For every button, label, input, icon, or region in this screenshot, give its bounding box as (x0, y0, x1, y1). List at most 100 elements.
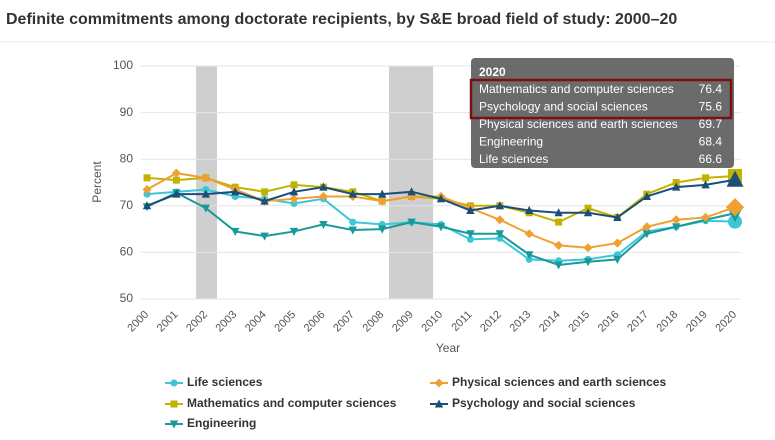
marker (672, 223, 681, 232)
x-tick-label: 2012 (478, 309, 504, 335)
x-tick-label: 2018 (655, 309, 681, 335)
marker (289, 194, 299, 204)
tooltip-value: 76.4 (699, 82, 723, 96)
marker (466, 205, 475, 214)
tooltip-label: Physical sciences and earth sciences (479, 117, 678, 131)
marker (170, 400, 178, 408)
y-tick-label: 80 (120, 151, 134, 165)
legend-label: Physical sciences and earth sciences (452, 375, 666, 389)
tooltip: 2020 Mathematics and computer sciences 76.… (469, 58, 734, 168)
marker (143, 174, 151, 182)
marker (495, 215, 505, 225)
marker (525, 255, 533, 263)
shaded-period (196, 66, 217, 299)
x-tick-label: 2013 (508, 309, 534, 335)
tooltip-label: Engineering (479, 135, 543, 149)
y-tick-label: 50 (120, 291, 134, 305)
chart-title: Definite commitments among doctorate rec… (6, 11, 677, 28)
marker (613, 212, 622, 221)
marker (613, 255, 622, 264)
marker (642, 222, 652, 232)
tooltip-box (471, 58, 734, 168)
x-tick-label: 2002 (184, 309, 210, 335)
marker (466, 235, 474, 243)
x-tick-label: 2003 (214, 309, 240, 335)
marker (466, 230, 475, 239)
marker (725, 198, 745, 217)
marker (348, 226, 357, 235)
tooltip-value: 68.4 (699, 135, 723, 149)
marker (261, 188, 269, 196)
marker (525, 205, 534, 214)
x-tick-label: 2016 (596, 309, 622, 335)
y-tick-label: 70 (120, 198, 134, 212)
marker (318, 191, 328, 202)
x-tick-label: 2014 (537, 309, 563, 335)
legend-label: Psychology and social sciences (452, 396, 636, 410)
marker (726, 170, 744, 187)
marker (202, 185, 210, 193)
marker (143, 190, 151, 198)
marker (702, 174, 710, 182)
marker (495, 201, 504, 210)
marker (555, 218, 563, 226)
marker (407, 218, 416, 227)
marker (319, 220, 328, 229)
marker (407, 191, 417, 202)
marker (170, 379, 178, 387)
marker (672, 182, 681, 191)
marker (231, 187, 240, 196)
marker (169, 420, 179, 429)
header (0, 0, 775, 42)
marker (583, 208, 593, 217)
legend-label: Life sciences (187, 375, 263, 389)
marker (348, 189, 357, 198)
marker (260, 196, 269, 205)
tooltip-value: 75.6 (699, 100, 723, 114)
tooltip-value: 66.6 (699, 152, 723, 166)
marker (436, 223, 446, 232)
marker (142, 184, 152, 195)
marker (642, 191, 651, 200)
marker (289, 227, 299, 236)
marker (612, 238, 622, 248)
x-tick-label: 2010 (419, 309, 445, 335)
marker (290, 199, 298, 207)
marker (142, 201, 152, 210)
y-tick-label: 100 (113, 58, 133, 72)
marker (584, 204, 592, 212)
y-tick-label: 60 (120, 245, 134, 259)
marker (201, 189, 210, 198)
marker (378, 189, 387, 198)
x-tick-label: 2020 (713, 309, 739, 335)
x-tick-label: 2009 (390, 309, 416, 335)
marker (701, 180, 710, 189)
marker (642, 230, 651, 239)
marker (172, 189, 181, 198)
legend-label: Mathematics and computer sciences (187, 396, 397, 410)
x-tick-label: 2015 (566, 309, 592, 335)
y-tick-label: 90 (120, 105, 134, 119)
marker (377, 196, 387, 206)
marker (525, 251, 534, 260)
tooltip-label: Psychology and social sciences (479, 100, 648, 114)
marker (436, 194, 446, 203)
marker (583, 243, 593, 253)
marker (672, 179, 680, 186)
x-tick-label: 2019 (684, 309, 710, 335)
marker (289, 187, 299, 196)
shaded-period (388, 66, 434, 299)
marker (496, 234, 504, 242)
x-tick-label: 2006 (302, 309, 328, 335)
marker (434, 399, 444, 408)
marker (172, 176, 180, 184)
x-tick-label: 2005 (272, 309, 298, 335)
legend-label: Engineering (187, 416, 256, 430)
marker (554, 240, 564, 250)
marker (583, 258, 593, 267)
marker (290, 181, 298, 189)
tooltip-value: 69.7 (699, 117, 723, 131)
x-tick-label: 2011 (449, 309, 474, 334)
x-tick-label: 2017 (625, 309, 651, 335)
